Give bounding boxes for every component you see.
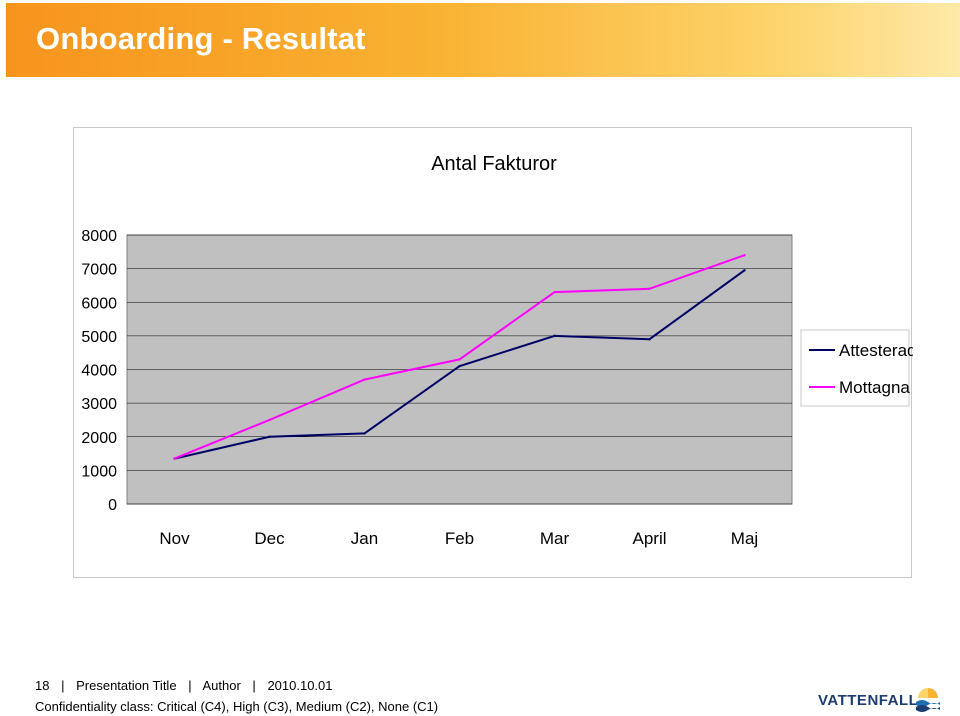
- data-point: [648, 287, 651, 290]
- y-tick-label: 5000: [81, 329, 117, 346]
- data-point: [743, 253, 746, 257]
- date: 2010.10.01: [267, 678, 333, 693]
- vattenfall-logo: VATTENFALL: [818, 684, 948, 714]
- data-point: [743, 269, 746, 272]
- footer-info: 18 | Presentation Title | Author | 2010.…: [35, 678, 333, 693]
- data-point: [648, 338, 651, 341]
- legend-label: Mottagna: [839, 378, 910, 397]
- author: Author: [202, 678, 241, 693]
- title-bar: Onboarding - Resultat: [6, 3, 960, 77]
- page-number: 18: [35, 678, 50, 693]
- chart-title: Antal Fakturor: [431, 153, 557, 175]
- confidentiality-text: Confidentiality class: Critical (C4), Hi…: [35, 699, 439, 714]
- y-tick-label: 6000: [81, 295, 117, 312]
- y-tick-label: 8000: [81, 228, 117, 245]
- slide-title: Onboarding - Resultat: [36, 21, 366, 56]
- x-tick-label: Maj: [731, 529, 758, 548]
- x-tick-label: Mar: [540, 529, 570, 548]
- legend-box: [800, 329, 910, 407]
- y-tick-label: 0: [108, 497, 117, 514]
- y-tick-label: 3000: [81, 396, 117, 413]
- y-tick-label: 1000: [81, 463, 117, 480]
- y-tick-label: 2000: [81, 430, 117, 447]
- data-point: [268, 418, 271, 422]
- y-tick-label: 7000: [81, 262, 117, 279]
- vattenfall-sun-wave-icon: [916, 688, 940, 712]
- presentation-title: Presentation Title: [76, 678, 177, 693]
- footer-separator: |: [252, 678, 256, 693]
- data-point: [173, 457, 176, 460]
- data-point: [268, 435, 271, 438]
- line-chart: Antal Fakturor 0 1000 2000 3000 4000 5000 6000 7…: [81, 153, 913, 548]
- x-tick-label: Jan: [351, 529, 378, 548]
- chart-frame: Antal Fakturor 0 1000 2000 3000 4000 5000 6000 7…: [73, 127, 913, 578]
- y-tick-label: 4000: [81, 363, 117, 380]
- footer-separator: |: [188, 678, 192, 693]
- x-tick-label: Nov: [159, 529, 190, 548]
- x-tick-label: April: [632, 529, 666, 548]
- x-tick-label: Dec: [254, 529, 285, 548]
- x-tick-label: Feb: [445, 529, 474, 548]
- data-point: [553, 334, 556, 338]
- logo-text: VATTENFALL: [818, 692, 919, 709]
- footer-separator: |: [61, 678, 65, 693]
- data-point: [458, 364, 461, 368]
- data-point: [553, 290, 556, 294]
- data-point: [458, 358, 461, 361]
- legend-label: Attesterade: [839, 341, 913, 360]
- data-point: [363, 378, 366, 381]
- data-point: [363, 432, 366, 435]
